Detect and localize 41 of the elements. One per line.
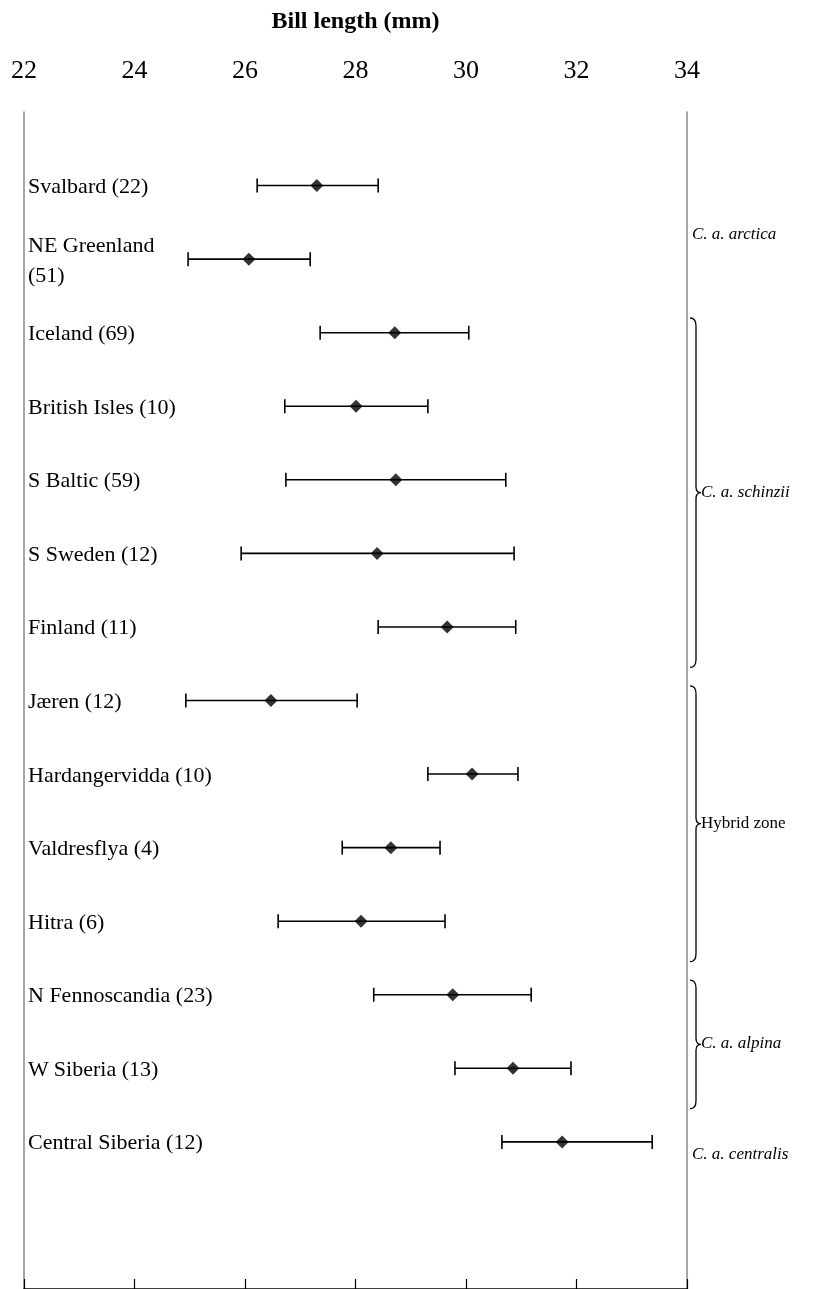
point [555, 1135, 569, 1149]
x-tick-label: 34 [674, 54, 700, 84]
y-tick-label: British Isles (10) [28, 393, 176, 419]
point [388, 326, 402, 340]
point [370, 546, 384, 560]
y-tick-label: Central Siberia (12) [28, 1129, 203, 1155]
y-tick-label: NE Greenland (51) [28, 231, 160, 287]
x-tick-label: 30 [453, 54, 479, 84]
y-tick-label: Hardangervidda (10) [28, 761, 212, 787]
point [349, 399, 363, 413]
y-tick-label: Svalbard (22) [28, 173, 149, 199]
x-tick-label: 22 [11, 54, 37, 84]
text: Hybrid zone [701, 812, 786, 832]
point [465, 767, 479, 781]
point [506, 1061, 520, 1075]
y-tick-label: N Fennoscandia (23) [28, 982, 213, 1008]
point [310, 179, 324, 193]
point [389, 473, 403, 487]
x-tick-label: 28 [342, 54, 369, 84]
text: C. a. arctica [692, 224, 777, 244]
y-tick-label: Hitra (6) [28, 908, 105, 934]
text: C. a. alpina [701, 1033, 782, 1053]
y-tick-label: Iceland (69) [28, 320, 135, 346]
point [264, 694, 278, 707]
point [242, 252, 256, 266]
point [446, 988, 460, 1002]
point [354, 914, 368, 928]
text: C. a. centralis [692, 1143, 789, 1163]
y-tick-label: W Siberia (13) [28, 1055, 159, 1081]
point [384, 841, 398, 855]
point [440, 620, 454, 634]
y-tick-label: Jæren (12) [28, 688, 122, 713]
x-tick-label: 26 [232, 54, 258, 84]
x-axis-title: Bill length (mm) [271, 7, 440, 33]
y-tick-label: S Sweden (12) [28, 540, 158, 566]
y-tick-label: Finland (11) [28, 614, 137, 640]
text: C. a. schinzii [701, 481, 791, 501]
y-tick-label: S Baltic (59) [28, 467, 141, 493]
x-tick-label: 24 [121, 54, 148, 84]
y-tick-label: Valdresflya (4) [28, 835, 160, 861]
x-tick-label: 32 [563, 54, 590, 84]
